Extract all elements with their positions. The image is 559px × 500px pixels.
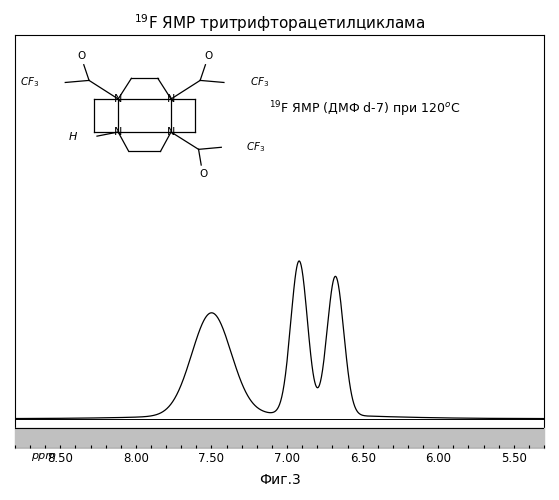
Text: N: N: [167, 94, 175, 104]
Text: N: N: [167, 127, 175, 137]
Text: $^{19}$F ЯМР (ДМФ d-7) при 120$^o$C: $^{19}$F ЯМР (ДМФ d-7) при 120$^o$C: [269, 100, 460, 119]
Text: N: N: [114, 127, 122, 137]
Text: O: O: [204, 50, 212, 60]
Text: $H$: $H$: [68, 130, 78, 142]
Text: $CF_3$: $CF_3$: [20, 76, 39, 90]
Text: ppm: ppm: [31, 451, 56, 461]
Text: Фиг.3: Фиг.3: [259, 474, 300, 488]
Text: O: O: [200, 169, 208, 179]
Text: $CF_3$: $CF_3$: [246, 140, 266, 154]
Text: $^{19}$F ЯМР тритрифторацетилциклама: $^{19}$F ЯМР тритрифторацетилциклама: [134, 12, 425, 34]
Text: N: N: [114, 94, 122, 104]
Text: O: O: [77, 50, 86, 60]
Text: $CF_3$: $CF_3$: [250, 76, 269, 90]
